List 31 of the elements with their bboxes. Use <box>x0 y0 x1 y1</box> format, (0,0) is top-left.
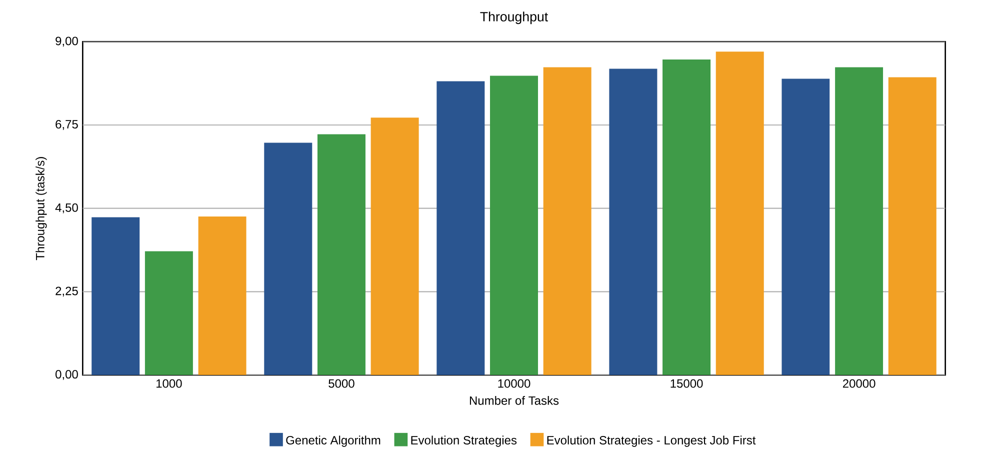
y-tick-label: 2,25 <box>56 286 78 297</box>
legend-label: Genetic Algorithm <box>286 436 380 447</box>
bar <box>716 52 764 375</box>
bar <box>490 76 538 375</box>
legend-label: Evolution Strategies <box>411 436 517 447</box>
y-tick-label: 6,75 <box>56 120 78 130</box>
bar <box>543 67 592 375</box>
x-axis-title: Number of Tasks <box>470 396 559 405</box>
bar <box>436 81 485 375</box>
bar <box>370 118 419 375</box>
y-tick-label: 0,00 <box>56 370 78 380</box>
bar <box>264 142 312 375</box>
bar <box>835 67 884 375</box>
bar <box>198 216 246 375</box>
y-axis-title: Throughput (task/s) <box>36 157 47 260</box>
bar <box>144 251 193 375</box>
x-tick-label: 15000 <box>670 379 703 388</box>
x-tick-label: 5000 <box>328 379 354 388</box>
y-tick-label: 4,50 <box>55 203 78 214</box>
legend-label: Evolution Strategies - Longest Job First <box>547 436 756 447</box>
x-tick-label: 1000 <box>156 379 182 388</box>
y-tick-label: 9,00 <box>56 36 78 47</box>
chart-title: Throughput <box>480 12 548 24</box>
bar <box>888 77 936 375</box>
bar <box>609 68 658 375</box>
x-tick-label: 10000 <box>498 379 530 388</box>
bar <box>92 217 140 375</box>
x-tick-label: 20000 <box>842 379 876 388</box>
bar <box>782 78 830 375</box>
bar <box>317 134 366 375</box>
bar <box>662 59 711 375</box>
